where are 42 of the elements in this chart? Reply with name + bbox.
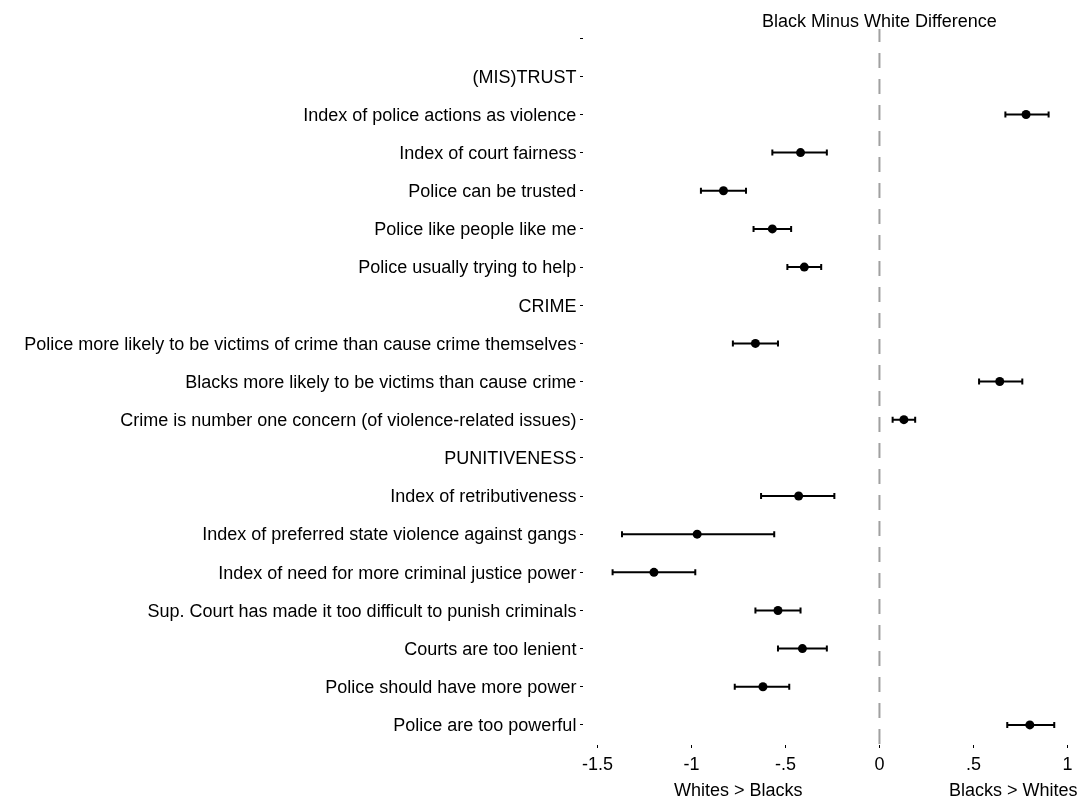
point [1021, 109, 1031, 119]
x-tick-label: 1 [1062, 753, 1073, 774]
point [718, 186, 728, 196]
point [995, 377, 1005, 387]
y-tick-label: Police usually trying to help [358, 257, 577, 278]
point [773, 605, 783, 615]
y-tick-label: Police can be trusted [408, 181, 577, 202]
x-tick-label: .5 [965, 753, 981, 774]
point [799, 262, 809, 272]
y-tick-label: Index of court fairness [399, 142, 577, 163]
y-tick-label: Blacks more likely to be victims than cause crime [185, 371, 577, 392]
point [649, 567, 659, 577]
point [692, 529, 702, 539]
y-tick-label: Index of need for more criminal justice power [218, 562, 577, 583]
y-tick-label: Index of retributiveness [390, 486, 577, 507]
x-tick-label: -1 [683, 753, 700, 774]
y-tick-label: CRIME [518, 295, 577, 316]
text: Blacks > Whites [949, 780, 1078, 800]
x-tick-label: 0 [874, 753, 885, 774]
point [899, 415, 909, 425]
y-tick-label: (MIS)TRUST [472, 66, 577, 87]
y-tick-label: Police more likely to be victims of crime than cause crime themselves [24, 333, 577, 354]
x-tick-label: -1.5 [582, 753, 614, 774]
y-tick-label: Crime is number one concern (of violence-related issues) [120, 409, 577, 430]
y-tick-label: Index of police actions as violence [303, 104, 577, 125]
chart-title: Black Minus White Difference [762, 11, 997, 31]
y-tick-label: Courts are too lenient [404, 638, 577, 659]
y-tick-label: Police like people like me [374, 219, 577, 240]
point [750, 338, 760, 348]
point [767, 224, 777, 234]
text: Whites > Blacks [674, 780, 803, 800]
y-tick-label: Sup. Court has made it too difficult to punish criminals [147, 600, 577, 621]
point [797, 644, 807, 654]
y-tick-label: Police should have more power [325, 677, 577, 698]
y-tick-label: Index of preferred state violence against gangs [202, 524, 577, 545]
point [758, 682, 768, 692]
x-tick-label: -.5 [774, 753, 796, 774]
point [796, 148, 806, 158]
y-tick-label: Police are too powerful [393, 715, 577, 736]
point [794, 491, 804, 501]
point [1025, 720, 1035, 730]
y-tick-label: PUNITIVENESS [444, 448, 577, 469]
